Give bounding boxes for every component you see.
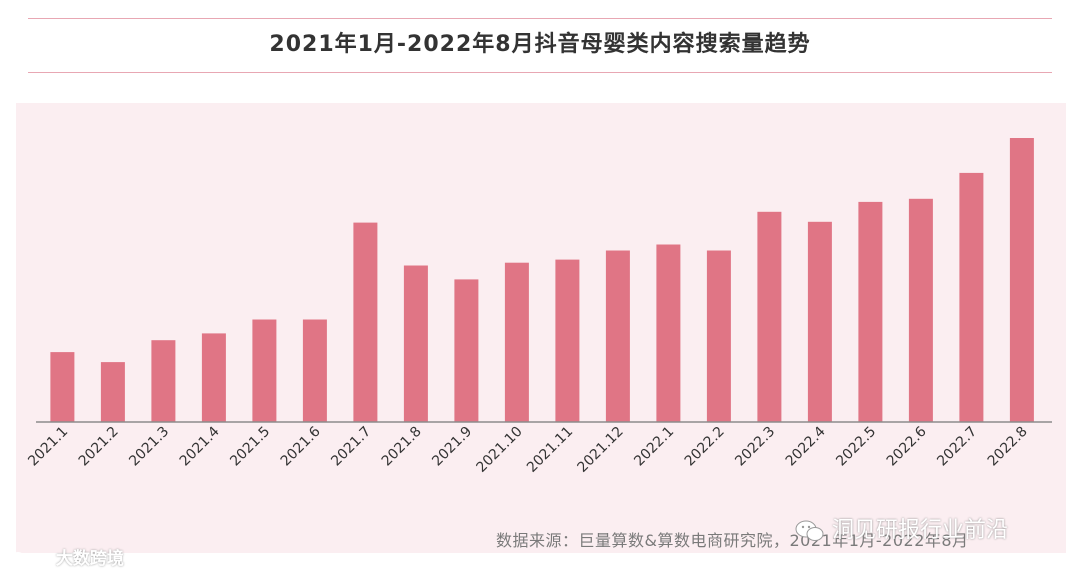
chart-panel <box>16 103 1066 553</box>
bar-2022.7 <box>959 172 984 422</box>
wechat-icon <box>795 520 824 541</box>
brand-logo-icon <box>11 552 49 566</box>
x-tick-label: 2022.5 <box>833 424 879 470</box>
bar-2021.8 <box>403 265 428 422</box>
x-tick-label: 2022.3 <box>732 424 778 470</box>
watermark-right: 洞见研报行业前沿 <box>795 512 1008 544</box>
x-tick-labels: 2021.1 2021.2 2021.3 2021.4 2021.5 2021.6 2021… <box>25 423 1030 475</box>
x-tick-label: 2021.6 <box>278 423 324 469</box>
bar-2022.5 <box>858 201 883 422</box>
x-tick-label: 2021.12 <box>574 424 626 476</box>
bar-2021.2 <box>100 362 125 422</box>
x-tick-label: 2021.8 <box>379 424 425 470</box>
title-bottom-rule <box>28 72 1052 73</box>
x-tick-label: 2022.6 <box>884 423 930 469</box>
watermark-left: 大数跨境 <box>10 544 124 569</box>
x-tick-label: 2022.2 <box>682 424 728 470</box>
bar-2022.6 <box>908 198 933 422</box>
x-tick-label: 2021.4 <box>177 423 223 469</box>
bar-2022.4 <box>807 221 832 422</box>
bar-2022.8 <box>1009 138 1034 422</box>
x-tick-label: 2022.1 <box>631 424 677 470</box>
x-tick-label: 2022.8 <box>985 424 1031 470</box>
x-tick-label: 2021.5 <box>227 424 273 470</box>
x-tick-label: 2021.7 <box>328 424 374 470</box>
bar-2021.9 <box>454 279 479 422</box>
bar-2022.3 <box>757 211 782 422</box>
bar-2022.1 <box>656 244 681 422</box>
bar-2021.6 <box>302 319 327 422</box>
bar-2021.4 <box>201 333 226 422</box>
bar-series <box>50 138 1034 422</box>
title-top-rule <box>28 18 1052 19</box>
bar-2021.1 <box>50 352 75 422</box>
x-tick-label: 2021.11 <box>524 424 576 476</box>
x-tick-label: 2021.2 <box>76 424 122 470</box>
source-note: 数据来源：巨量算数&算数电商研究院，2021年1月-2022年8月 <box>496 531 969 550</box>
x-tick-label: 2021.10 <box>473 424 525 476</box>
bar-2021.3 <box>151 340 176 422</box>
x-tick-label: 2022.7 <box>934 424 980 470</box>
bar-2021.10 <box>504 262 529 422</box>
x-tick-label: 2021.3 <box>126 424 172 470</box>
bar-2021.11 <box>555 259 580 422</box>
x-tick-label: 2021.9 <box>429 424 475 470</box>
bar-2021.7 <box>353 222 378 422</box>
bar-2021.5 <box>252 319 277 422</box>
bar-2021.12 <box>605 250 630 422</box>
x-tick-label: 2021.1 <box>25 424 71 470</box>
chart-title: 2021年1月-2022年8月抖音母婴类内容搜索量趋势 <box>269 32 811 57</box>
watermark-left-text: 大数跨境 <box>55 549 124 569</box>
x-tick-label: 2022.4 <box>783 423 829 469</box>
bar-2022.2 <box>706 250 731 422</box>
watermark-right-text: 洞见研报行业前沿 <box>832 518 1009 543</box>
